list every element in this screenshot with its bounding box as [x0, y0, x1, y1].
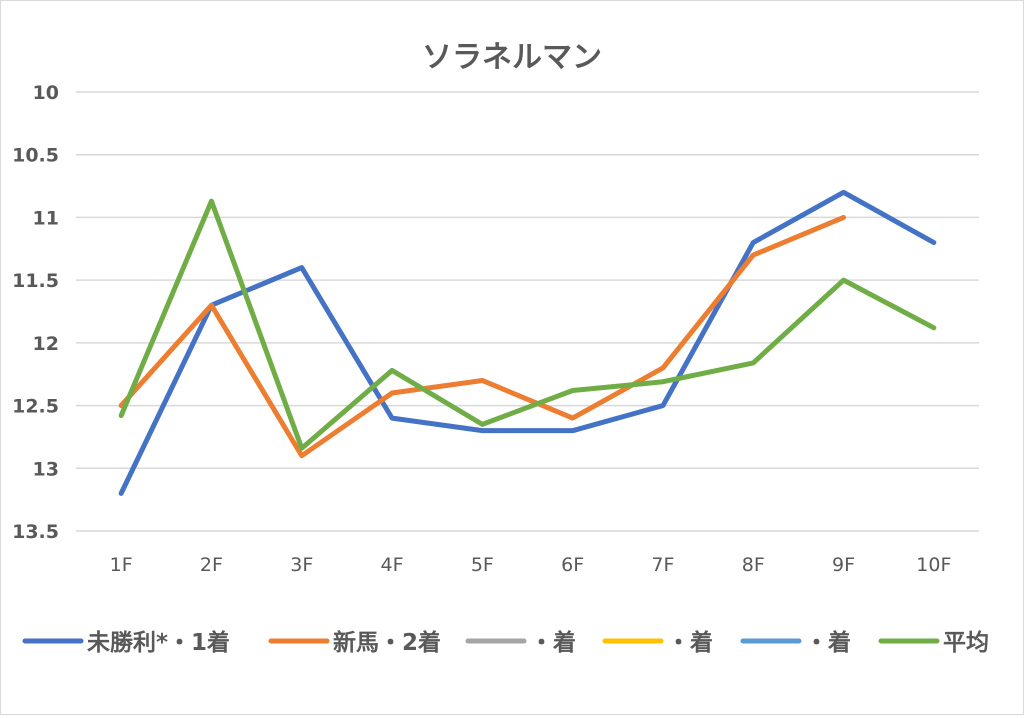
- legend-label: 未勝利*・1着: [87, 629, 230, 656]
- chart-title: ソラネルマン: [422, 40, 602, 75]
- y-tick-label: 10.5: [12, 145, 59, 167]
- series-line-5: [118, 198, 937, 451]
- x-tick-label: 6F: [561, 554, 584, 576]
- y-tick-label: 12: [33, 333, 59, 355]
- y-tick-label: 10: [33, 82, 59, 104]
- x-tick-label: 1F: [110, 554, 133, 576]
- x-tick-label: 9F: [832, 554, 855, 576]
- legend-label: ・着: [667, 629, 713, 656]
- y-tick-label: 11.5: [12, 270, 59, 292]
- x-tick-label: 4F: [381, 554, 404, 576]
- x-tick-label: 2F: [200, 554, 223, 576]
- y-tick-label: 11: [33, 207, 59, 229]
- series-line-0: [118, 189, 937, 496]
- legend-label: ・着: [530, 629, 576, 656]
- legend-label: ・着: [805, 629, 851, 656]
- y-tick-label: 12.5: [12, 396, 59, 418]
- x-tick-label: 7F: [651, 554, 674, 576]
- y-tick-label: 13: [33, 458, 59, 480]
- x-tick-label: 3F: [290, 554, 313, 576]
- legend-label: 平均: [943, 629, 989, 656]
- series-line-1: [118, 214, 847, 459]
- x-tick-label: 10F: [916, 554, 951, 576]
- y-tick-label: 13.5: [12, 521, 59, 543]
- x-tick-label: 8F: [742, 554, 765, 576]
- x-tick-label: 5F: [471, 554, 494, 576]
- legend-label: 新馬・2着: [333, 629, 441, 656]
